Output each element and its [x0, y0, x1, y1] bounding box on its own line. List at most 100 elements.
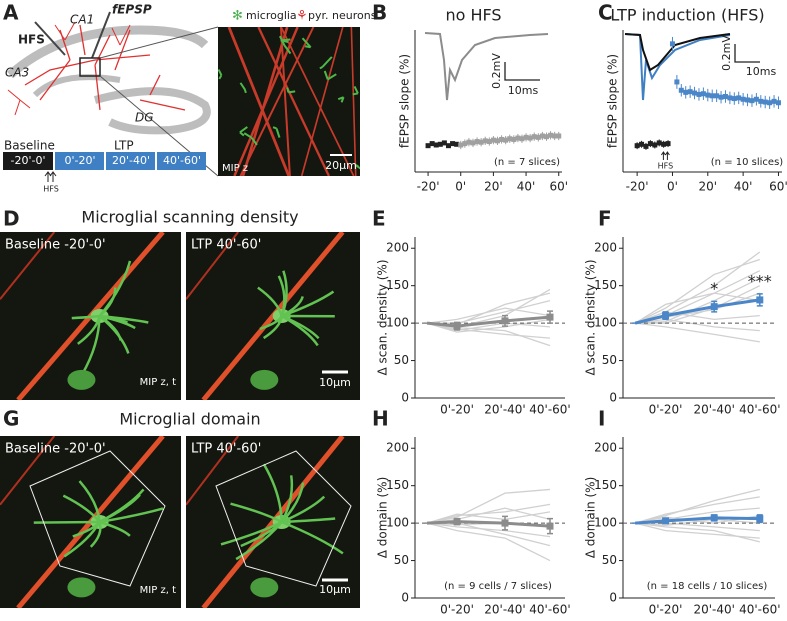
- region-label: CA1: [70, 13, 94, 27]
- point: [674, 79, 679, 84]
- x-tick-label: 20'-40': [484, 403, 525, 417]
- x-tick-label: 40': [517, 180, 536, 194]
- y-tick-label: 0: [609, 591, 617, 605]
- annotation: (n = 10 slices): [711, 157, 784, 168]
- point: [776, 100, 781, 105]
- panel-letter: D: [3, 207, 20, 231]
- y-tick-label: 100: [594, 516, 617, 530]
- y-tick-label: 150: [594, 478, 617, 492]
- mean-point: [662, 517, 669, 524]
- y-tick-label: 150: [386, 278, 409, 292]
- panel-letter: G: [3, 407, 19, 431]
- x-tick-label: 20'-40': [484, 603, 525, 617]
- point: [767, 100, 772, 105]
- point: [688, 89, 693, 94]
- mean-point: [454, 518, 461, 525]
- stimulus-label: HFS: [658, 162, 674, 171]
- y-tick-label: 50: [602, 353, 617, 367]
- mean-point: [502, 317, 509, 324]
- mean-point: [547, 523, 554, 530]
- y-tick-label: 200: [594, 441, 617, 455]
- point: [714, 93, 719, 98]
- y-tick-label: 150: [594, 278, 617, 292]
- annotation: (n = 7 slices): [494, 157, 560, 168]
- image-label: LTP 40'-60': [191, 442, 261, 457]
- mean-point: [454, 323, 461, 330]
- hfs-arrow: [45, 172, 56, 182]
- x-tick-label: 0'-20': [649, 603, 683, 617]
- point: [710, 93, 715, 98]
- scale-bar: [735, 44, 760, 62]
- point: [736, 95, 741, 100]
- x-tick-label: 40'-60': [529, 603, 570, 617]
- panel-letter: H: [372, 407, 389, 431]
- point: [635, 143, 640, 148]
- x-tick-label: 40'-60': [529, 403, 570, 417]
- y-tick-label: 200: [386, 441, 409, 455]
- panel-letter: I: [598, 407, 605, 431]
- point: [727, 95, 732, 100]
- ca-band: [35, 77, 120, 95]
- image-label: Baseline -20'-0': [5, 442, 106, 457]
- region-label: CA3: [5, 66, 29, 80]
- y-axis-label: fEPSP slope (%): [606, 54, 620, 148]
- image-label: 20µm: [325, 159, 357, 172]
- y-tick-label: 50: [394, 553, 409, 567]
- x-tick-label: 40'-60': [739, 403, 780, 417]
- image-label: 10µm: [319, 583, 351, 596]
- y-tick-label: 100: [386, 516, 409, 530]
- cell-trace: [635, 323, 760, 342]
- x-tick-label: 0': [455, 180, 466, 194]
- image-label: MIP z: [222, 163, 248, 174]
- stimulus-label: HFS: [43, 185, 59, 194]
- annotation: (n = 9 cells / 7 slices): [444, 581, 552, 592]
- scale-label: 10ms: [746, 65, 777, 78]
- x-tick-label: 60': [769, 180, 787, 194]
- image-label: LTP 40'-60': [191, 238, 261, 253]
- period-label: 0'-20': [64, 154, 95, 167]
- blob: [67, 370, 95, 390]
- point: [763, 100, 768, 105]
- y-tick-label: 100: [386, 316, 409, 330]
- y-tick-label: 0: [609, 391, 617, 405]
- x-tick-label: 40': [734, 180, 753, 194]
- y-tick-label: 150: [386, 478, 409, 492]
- image-label: MIP z, t: [140, 377, 176, 388]
- x-tick-label: 20': [484, 180, 503, 194]
- x-tick-label: 20': [699, 180, 718, 194]
- x-tick-label: -20': [417, 180, 440, 194]
- hfs-arrow: [661, 152, 669, 160]
- point: [670, 41, 675, 46]
- blob: [67, 577, 95, 597]
- y-tick-label: 100: [594, 316, 617, 330]
- y-tick-label: 200: [594, 241, 617, 255]
- point: [652, 142, 657, 147]
- chart-title: no HFS: [445, 6, 501, 25]
- region-label: DG: [135, 111, 154, 125]
- panel-title: Microglial domain: [119, 410, 260, 429]
- annotation: (n = 18 cells / 10 slices): [647, 581, 768, 592]
- mean-point: [756, 296, 763, 303]
- x-tick-label: 40'-60': [739, 603, 780, 617]
- image-label: MIP z, t: [140, 585, 176, 596]
- period-label: 40'-60': [163, 154, 201, 167]
- point: [643, 144, 648, 149]
- legend-icon: ✻: [232, 9, 243, 24]
- point: [723, 94, 728, 99]
- panel-letter: E: [372, 207, 386, 231]
- point: [657, 140, 662, 145]
- blob: [250, 370, 278, 390]
- phase-label: Baseline: [4, 139, 55, 153]
- point: [732, 96, 737, 101]
- panel-title: Microglial scanning density: [81, 208, 298, 227]
- point: [639, 142, 644, 147]
- phase-label: LTP: [114, 139, 134, 153]
- image-label: Baseline -20'-0': [5, 238, 106, 253]
- point: [692, 91, 697, 96]
- electrode-label: fEPSP: [112, 3, 152, 17]
- x-tick-label: 0': [667, 180, 678, 194]
- legend-label: pyr. neurons: [308, 9, 377, 22]
- x-tick-label: 20'-40': [693, 603, 734, 617]
- mean-point: [547, 314, 554, 321]
- x-tick-label: 0'-20': [440, 603, 474, 617]
